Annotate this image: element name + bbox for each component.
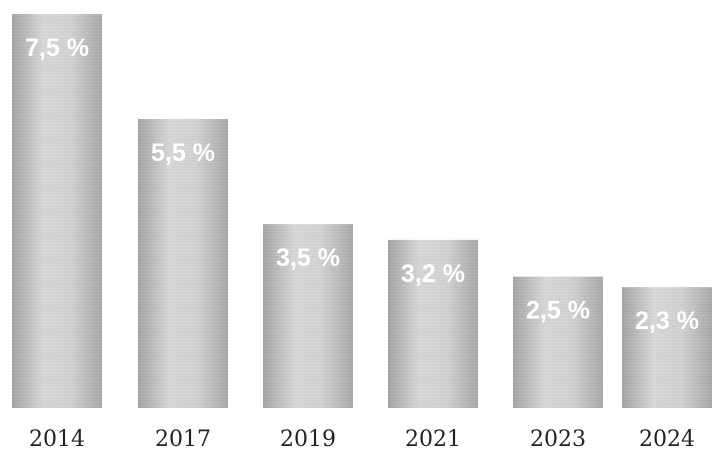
x-tick-label-2017: 2017 <box>155 427 211 452</box>
x-tick-label-2019: 2019 <box>280 427 336 452</box>
data-label-2019: 3,5 % <box>276 244 340 272</box>
x-tick-label-2024: 2024 <box>639 427 695 452</box>
x-tick-labels-group: 2014 2017 2019 2021 2023 2024 <box>29 427 695 452</box>
bar-texture-2024 <box>622 287 712 408</box>
data-label-2024: 2,3 % <box>635 307 699 335</box>
bar-texture-2014 <box>12 14 102 408</box>
x-tick-label-2014: 2014 <box>29 427 85 452</box>
x-tick-label-2023: 2023 <box>530 427 586 452</box>
bar-texture-2017 <box>138 119 228 409</box>
bar-texture-2019 <box>263 224 353 408</box>
bar-texture-2023 <box>513 276 603 408</box>
bars-group <box>12 14 712 409</box>
data-label-2014: 7,5 % <box>25 34 89 62</box>
data-label-2021: 3,2 % <box>401 260 465 288</box>
x-tick-label-2021: 2021 <box>405 427 461 452</box>
bar-texture-2021 <box>388 239 478 408</box>
data-label-2023: 2,5 % <box>526 297 590 325</box>
data-label-2017: 5,5 % <box>151 139 215 167</box>
data-labels-group: 7,5 % 5,5 % 3,5 % 3,2 % 2,5 % 2,3 % <box>25 34 699 335</box>
